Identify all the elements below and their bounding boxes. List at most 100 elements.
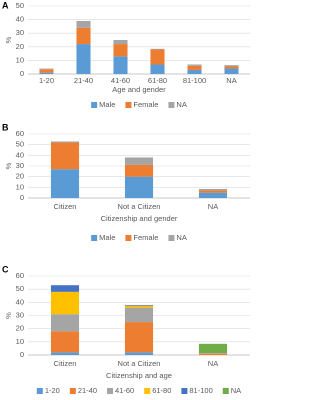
x-tick-label: 61-80 [148, 76, 167, 85]
bar-segment [198, 190, 228, 193]
legend-label: 81-100 [189, 386, 212, 395]
y-axis-title: % [4, 162, 13, 169]
legend-swatch [107, 388, 114, 394]
bar-segment [124, 176, 154, 198]
legend-swatch [168, 235, 175, 241]
y-tick-label: 20 [16, 42, 24, 51]
legend-label: 61-80 [152, 386, 171, 395]
y-tick-label: 20 [16, 172, 24, 181]
legend-swatch [91, 102, 98, 108]
y-tick-label: 0 [20, 350, 24, 359]
bar-segment [198, 353, 228, 354]
bar-segment [198, 343, 228, 354]
bar-segment [124, 307, 154, 323]
bar-segment [50, 141, 80, 143]
legend-label: NA [176, 100, 186, 109]
legend-swatch [181, 388, 188, 394]
bar-segment [50, 314, 80, 332]
bar-segment [187, 69, 202, 74]
x-tick-label: NA [208, 202, 218, 211]
legend-swatch [144, 388, 151, 394]
bar-segment [124, 157, 154, 165]
bar-segment [39, 68, 54, 70]
x-tick-label: NA [208, 359, 218, 368]
x-tick-label: Citizen [54, 202, 77, 211]
y-tick-label: 50 [16, 284, 24, 293]
legend-label: 41-60 [115, 386, 134, 395]
legend-label: NA [231, 386, 241, 395]
legend-label: Male [99, 100, 115, 109]
bar-segment [150, 64, 165, 74]
x-tick-label: Citizen [54, 359, 77, 368]
bar-segment [150, 49, 165, 65]
legend-label: Female [133, 233, 158, 242]
x-axis-title: Age and gender [112, 85, 166, 94]
x-tick-label: 41-60 [111, 76, 130, 85]
bar-segment [50, 291, 80, 315]
bar-segment [50, 169, 80, 198]
y-tick-label: 30 [16, 310, 24, 319]
bar-segment [50, 331, 80, 353]
bar-segment [198, 188, 228, 191]
bar-segment [224, 65, 239, 67]
y-tick-label: 50 [16, 1, 24, 10]
bar-segment [76, 20, 91, 28]
legend-swatch [222, 388, 229, 394]
legend-label: 1-20 [45, 386, 60, 395]
y-tick-label: 40 [16, 150, 24, 159]
legend-label: NA [176, 233, 186, 242]
legend-swatch [69, 388, 76, 394]
y-tick-label: 30 [16, 161, 24, 170]
x-tick-label: Not a Citizen [118, 359, 161, 368]
y-axis-title: % [4, 312, 13, 319]
y-tick-label: 40 [16, 15, 24, 24]
y-tick-label: 60 [16, 129, 24, 138]
bar-segment [187, 65, 202, 70]
x-tick-label: Not a Citizen [118, 202, 161, 211]
y-tick-label: 10 [16, 55, 24, 64]
y-tick-label: 20 [16, 324, 24, 333]
bar-segment [39, 69, 54, 73]
y-tick-label: 60 [16, 271, 24, 280]
y-tick-label: 10 [16, 337, 24, 346]
panel-label: C [2, 264, 9, 274]
bar-segment [50, 285, 80, 292]
y-tick-label: 0 [20, 193, 24, 202]
legend-swatch [168, 102, 175, 108]
panel-label: B [2, 122, 9, 132]
legend-label: Female [133, 100, 158, 109]
legend-label: 21-40 [78, 386, 97, 395]
panel-label: A [2, 0, 9, 10]
bar-segment [224, 68, 239, 74]
x-tick-label: NA [226, 76, 236, 85]
bar-segment [113, 40, 128, 45]
bar-segment [124, 322, 154, 353]
bar-segment [224, 66, 239, 69]
y-axis-title: % [4, 36, 13, 43]
x-axis-title: Citizenship and gender [101, 214, 178, 223]
bar-segment [113, 56, 128, 74]
legend-swatch [36, 388, 43, 394]
y-tick-label: 0 [20, 69, 24, 78]
x-axis-title: Citizenship and age [106, 371, 172, 380]
y-tick-label: 10 [16, 182, 24, 191]
x-tick-label: 21-40 [74, 76, 93, 85]
bar-segment [50, 142, 80, 170]
legend-swatch [125, 235, 132, 241]
legend-swatch [125, 102, 132, 108]
x-tick-label: 81-100 [183, 76, 206, 85]
bar-segment [76, 27, 91, 45]
bar-segment [50, 352, 80, 355]
legend-label: Male [99, 233, 115, 242]
bar-segment [198, 192, 228, 198]
bar-segment [124, 305, 154, 308]
bar-segment [76, 44, 91, 74]
x-tick-label: 1-20 [39, 76, 54, 85]
bar-segment [124, 352, 154, 355]
bar-segment [124, 304, 154, 306]
y-tick-label: 50 [16, 140, 24, 149]
y-tick-label: 40 [16, 297, 24, 306]
bar-segment [187, 64, 202, 66]
bar-segment [198, 353, 228, 355]
